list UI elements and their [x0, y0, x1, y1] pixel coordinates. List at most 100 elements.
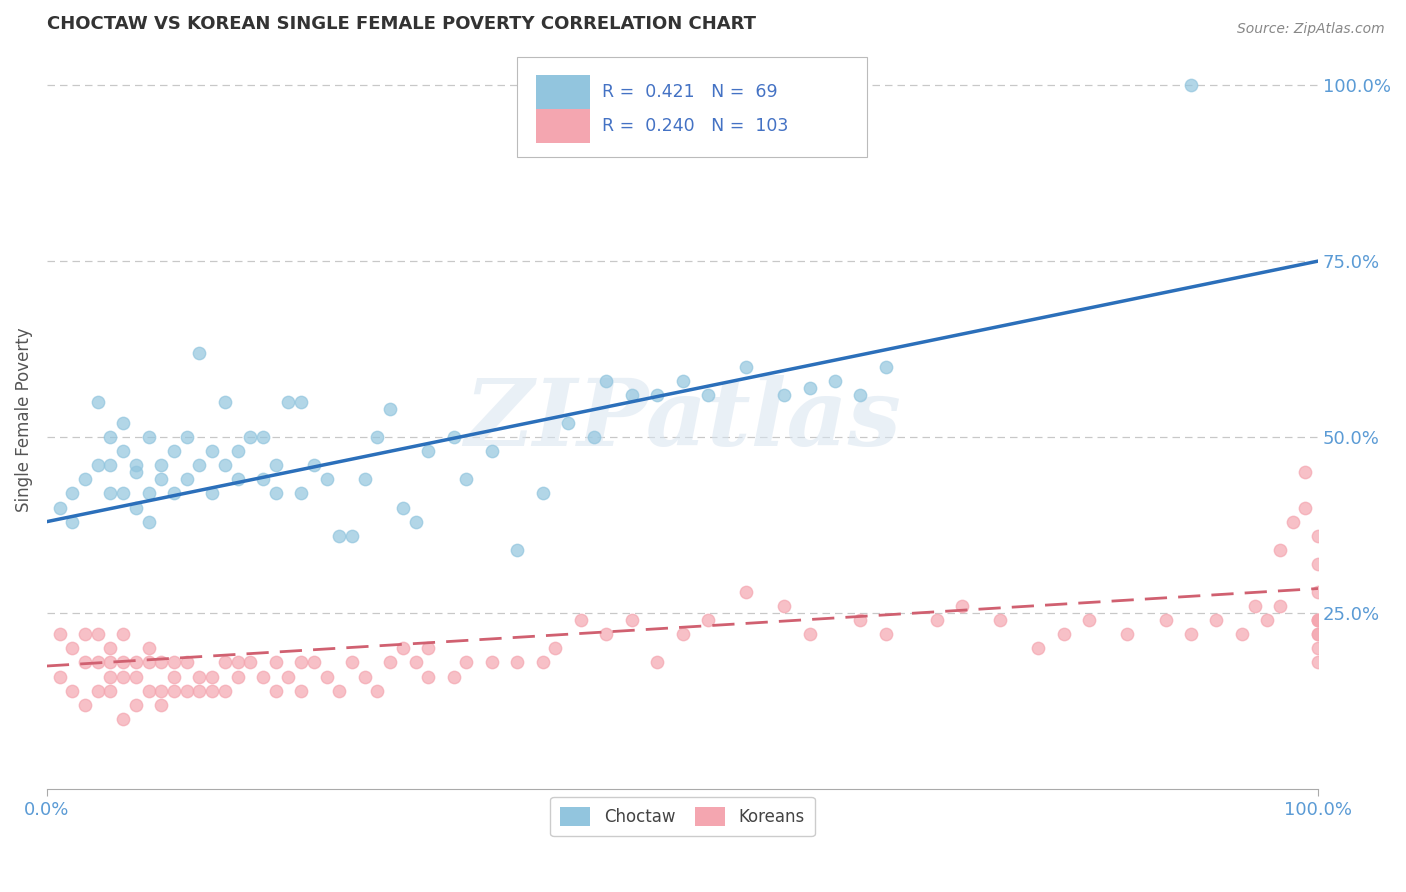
- Point: [353, 472, 375, 486]
- Point: [849, 613, 872, 627]
- Point: [201, 444, 224, 458]
- Point: [125, 500, 148, 515]
- Point: [735, 585, 758, 599]
- Point: [340, 656, 363, 670]
- Point: [1243, 599, 1265, 614]
- FancyBboxPatch shape: [517, 57, 868, 157]
- Point: [176, 683, 198, 698]
- Point: [138, 656, 160, 670]
- Point: [150, 472, 173, 486]
- Point: [100, 458, 122, 473]
- Point: [100, 669, 122, 683]
- Point: [100, 656, 122, 670]
- Point: [188, 683, 211, 698]
- Point: [290, 395, 312, 409]
- Point: [1268, 542, 1291, 557]
- Point: [252, 472, 274, 486]
- Point: [150, 656, 173, 670]
- Point: [125, 698, 148, 712]
- Point: [1308, 627, 1330, 641]
- Point: [87, 458, 110, 473]
- Point: [48, 669, 70, 683]
- Point: [100, 683, 122, 698]
- Point: [87, 395, 110, 409]
- Point: [87, 683, 110, 698]
- Point: [950, 599, 973, 614]
- Point: [1308, 613, 1330, 627]
- Point: [1205, 613, 1227, 627]
- Point: [1268, 599, 1291, 614]
- Point: [1294, 500, 1316, 515]
- Point: [569, 613, 592, 627]
- Point: [456, 472, 478, 486]
- Point: [226, 472, 249, 486]
- Point: [1053, 627, 1076, 641]
- Point: [100, 641, 122, 656]
- Point: [112, 486, 135, 500]
- Point: [48, 627, 70, 641]
- Point: [925, 613, 948, 627]
- Point: [87, 627, 110, 641]
- Point: [252, 430, 274, 444]
- Point: [799, 381, 821, 395]
- Point: [1281, 515, 1303, 529]
- Point: [252, 669, 274, 683]
- Point: [125, 466, 148, 480]
- Point: [188, 669, 211, 683]
- Point: [188, 345, 211, 359]
- Point: [302, 458, 325, 473]
- Point: [239, 656, 262, 670]
- Point: [277, 669, 299, 683]
- Point: [201, 669, 224, 683]
- Point: [112, 656, 135, 670]
- Point: [418, 641, 440, 656]
- Point: [645, 656, 668, 670]
- Point: [1028, 641, 1050, 656]
- Point: [378, 656, 401, 670]
- Point: [277, 395, 299, 409]
- Point: [163, 656, 186, 670]
- Point: [875, 359, 897, 374]
- Point: [1308, 529, 1330, 543]
- Point: [60, 641, 83, 656]
- Point: [226, 669, 249, 683]
- Point: [849, 388, 872, 402]
- Point: [645, 388, 668, 402]
- Point: [315, 472, 337, 486]
- Point: [1078, 613, 1101, 627]
- Point: [138, 641, 160, 656]
- Point: [163, 669, 186, 683]
- Point: [875, 627, 897, 641]
- Point: [595, 374, 617, 388]
- Point: [353, 669, 375, 683]
- Point: [112, 444, 135, 458]
- Point: [773, 599, 796, 614]
- Point: [773, 388, 796, 402]
- Point: [531, 656, 554, 670]
- Point: [1308, 656, 1330, 670]
- Legend: Choctaw, Koreans: Choctaw, Koreans: [550, 797, 814, 837]
- Point: [226, 444, 249, 458]
- Y-axis label: Single Female Poverty: Single Female Poverty: [15, 327, 32, 512]
- Point: [112, 669, 135, 683]
- Point: [544, 641, 567, 656]
- Point: [125, 669, 148, 683]
- Point: [264, 458, 287, 473]
- Point: [60, 486, 83, 500]
- Point: [405, 656, 427, 670]
- Point: [1308, 613, 1330, 627]
- Point: [1308, 557, 1330, 571]
- Point: [239, 430, 262, 444]
- Point: [456, 656, 478, 670]
- Point: [988, 613, 1011, 627]
- Point: [1308, 613, 1330, 627]
- Point: [176, 656, 198, 670]
- Point: [214, 683, 236, 698]
- Text: Source: ZipAtlas.com: Source: ZipAtlas.com: [1237, 22, 1385, 37]
- Point: [138, 683, 160, 698]
- Point: [150, 698, 173, 712]
- Point: [163, 683, 186, 698]
- Point: [443, 430, 465, 444]
- Point: [100, 486, 122, 500]
- Point: [366, 430, 388, 444]
